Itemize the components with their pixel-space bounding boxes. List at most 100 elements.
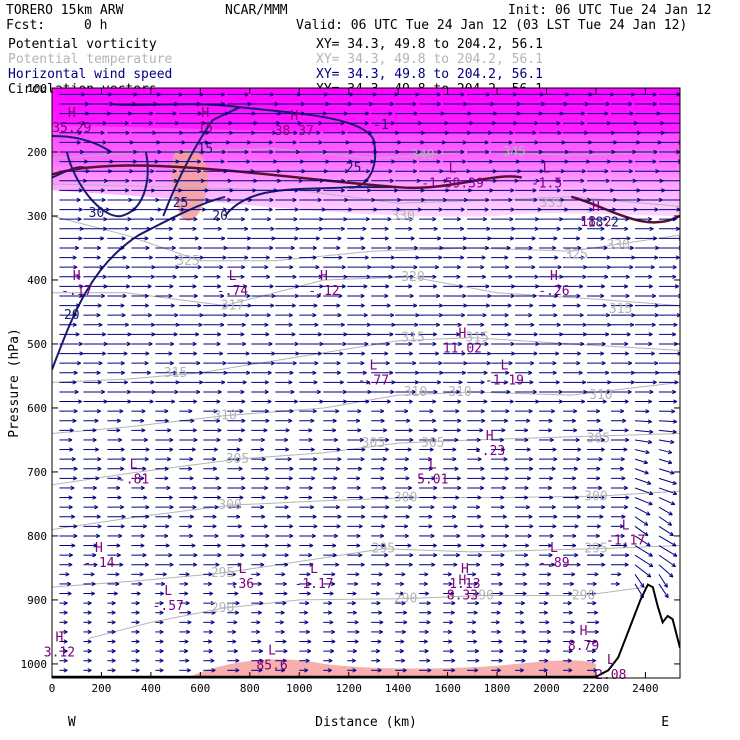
extremum-marker: H-.14 — [83, 541, 114, 571]
wind-vector — [59, 408, 78, 414]
wind-vector — [203, 504, 219, 510]
theta-line-6 — [52, 433, 680, 486]
wind-vector — [395, 168, 417, 174]
wind-vector-head — [648, 501, 653, 506]
wind-vector — [299, 312, 317, 318]
wind-vector-head — [503, 456, 508, 462]
wind-vector — [611, 514, 626, 519]
wind-vector — [371, 658, 381, 663]
wind-vector — [539, 552, 553, 558]
wind-vector-head — [592, 600, 597, 606]
wind-vector-head — [525, 543, 530, 548]
wind-vector — [467, 389, 485, 395]
wind-vector — [155, 168, 177, 174]
wind-vector — [275, 610, 285, 615]
wind-vector-shaft — [658, 449, 673, 454]
wind-vector — [467, 648, 479, 654]
wind-vector-head — [113, 591, 118, 596]
wind-vector-head — [579, 284, 584, 289]
wind-vector — [131, 418, 145, 423]
wind-vector-head — [391, 159, 396, 164]
wind-vector-head — [480, 408, 485, 414]
wind-vector-head — [409, 216, 414, 222]
wind-vector — [299, 581, 312, 587]
wind-vector — [419, 380, 441, 385]
wind-vector-head — [474, 668, 479, 673]
wind-vector — [59, 533, 78, 539]
wind-vector-head — [94, 504, 99, 510]
wind-vector — [611, 524, 624, 529]
wind-vector-head — [281, 572, 286, 577]
wind-vector — [83, 274, 107, 279]
wind-vector — [83, 591, 95, 596]
wind-vector-head — [483, 399, 488, 404]
wind-vector-head — [571, 629, 576, 635]
wind-vector-head — [528, 312, 533, 318]
wind-vector-head — [390, 255, 395, 260]
wind-vector-head — [435, 322, 440, 327]
wind-vector-head — [247, 303, 252, 308]
wind-vector-head — [126, 341, 131, 347]
wind-vector-shaft — [658, 439, 675, 443]
wind-vector-head — [366, 380, 371, 385]
wind-vector-head — [643, 521, 649, 526]
wind-vector — [443, 312, 466, 318]
wind-vector-head — [496, 610, 501, 615]
theta-label: 330 — [391, 209, 414, 224]
wind-vector-head — [284, 495, 289, 500]
wind-vector-head — [171, 245, 176, 251]
wind-vector-head — [684, 112, 688, 115]
wind-vector-head — [476, 437, 481, 443]
wind-vector-head — [87, 648, 92, 654]
wind-vector — [467, 236, 492, 241]
wind-vector-head — [568, 648, 573, 654]
wind-vector-shaft — [634, 545, 653, 557]
wind-vector-shaft — [634, 429, 654, 433]
wind-vector-shaft — [658, 429, 677, 433]
wind-vector-head — [596, 418, 601, 423]
wind-vector-head — [159, 610, 164, 615]
wind-vector-head — [150, 380, 155, 385]
wind-vector-head — [363, 312, 368, 318]
wind-vector — [491, 562, 505, 567]
wind-vector — [275, 149, 300, 155]
wind-vector — [658, 360, 680, 366]
wind-vector — [563, 322, 587, 327]
wind-vector-head — [116, 543, 121, 548]
wind-vector-head — [100, 389, 106, 395]
wind-vector-head — [555, 380, 560, 385]
wind-vector-head — [116, 418, 121, 423]
wind-vector-head — [485, 284, 490, 289]
wind-vector-head — [97, 456, 102, 462]
wind-vector-head — [553, 456, 558, 462]
wind-vector-head — [164, 533, 169, 539]
wind-vector — [515, 188, 537, 193]
wind-vector — [563, 620, 575, 625]
wind-vector-head — [484, 207, 489, 212]
wind-vector — [491, 620, 500, 625]
wind-vector — [634, 468, 649, 475]
wind-vector — [59, 322, 77, 327]
wind-vector — [155, 600, 164, 606]
wind-vector-head — [554, 255, 559, 260]
wind-vector-head — [504, 380, 509, 385]
wind-vector-head — [500, 562, 505, 567]
wind-vector-head — [630, 370, 635, 375]
wind-vector-head — [457, 418, 462, 423]
wind-vector — [227, 610, 239, 615]
extremum-marker: L-.89 — [538, 541, 569, 571]
wind-vector — [107, 610, 116, 615]
wind-vector — [59, 600, 68, 606]
wind-vector-head — [405, 514, 410, 519]
wind-vector — [467, 447, 480, 452]
wind-vector-head — [125, 264, 130, 270]
wind-vector-head — [510, 188, 515, 193]
wind-vector-head — [648, 562, 654, 568]
wind-vector — [443, 437, 459, 443]
wind-vector — [539, 360, 557, 366]
wind-vector-head — [535, 284, 540, 289]
wind-vector — [467, 370, 488, 375]
wind-vector — [179, 456, 194, 462]
wind-vector-head — [69, 428, 74, 433]
wind-vector — [515, 600, 525, 606]
